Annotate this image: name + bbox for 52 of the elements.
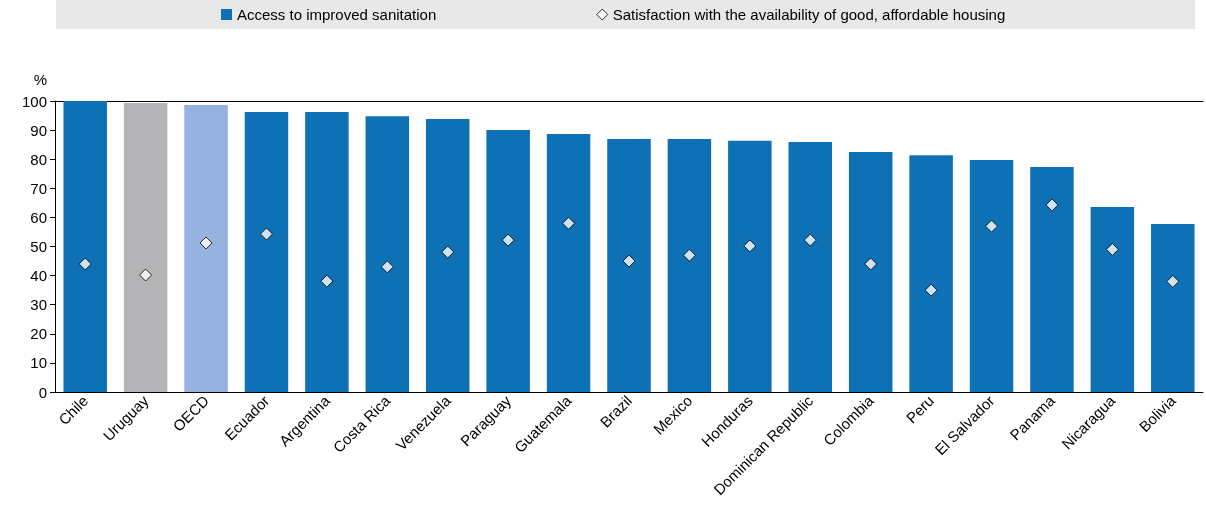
y-tick-label: 100	[21, 92, 47, 110]
y-axis-title: %	[33, 71, 47, 88]
point	[562, 216, 576, 230]
bar	[1030, 167, 1074, 392]
bar	[788, 142, 833, 392]
point	[1045, 198, 1059, 212]
bar	[728, 140, 772, 392]
bar	[667, 139, 712, 392]
point	[501, 233, 515, 247]
bar	[546, 133, 591, 392]
legend-label: Satisfaction with the availability of good, affordable housing	[612, 6, 1006, 23]
bar	[969, 160, 1014, 392]
bar	[365, 116, 410, 392]
bar	[184, 105, 228, 392]
point	[1105, 242, 1119, 256]
y-tick-label: 10	[30, 354, 47, 372]
y-tick-label: 60	[30, 208, 47, 226]
y-tick-label: 40	[30, 267, 47, 285]
point	[682, 248, 696, 262]
point	[199, 236, 213, 250]
y-tick-label: 0	[38, 383, 47, 401]
bar	[909, 155, 953, 392]
bar	[1090, 206, 1135, 392]
bar	[607, 139, 651, 392]
point	[924, 283, 938, 297]
bar	[425, 119, 470, 392]
y-tick-label: 80	[30, 150, 47, 168]
y-tick-label: 50	[30, 238, 47, 255]
point	[803, 233, 817, 247]
point	[441, 245, 455, 259]
bar	[63, 101, 107, 392]
point	[139, 268, 153, 282]
legend-label: Access to improved sanitation	[237, 6, 437, 23]
point	[622, 254, 636, 268]
point	[78, 257, 92, 271]
y-tick-label: 90	[30, 121, 47, 139]
point	[864, 257, 878, 271]
point	[985, 219, 999, 233]
y-tick-label: 30	[30, 296, 47, 314]
bar	[244, 112, 289, 392]
point	[320, 274, 334, 288]
point	[380, 260, 394, 274]
bar	[848, 151, 893, 392]
bar	[1151, 224, 1195, 392]
y-tick-label: 20	[30, 325, 47, 343]
y-tick-label: 70	[30, 179, 47, 197]
bar	[123, 103, 168, 392]
point	[259, 227, 273, 241]
bar	[486, 130, 530, 392]
point	[1166, 274, 1180, 288]
point	[743, 239, 757, 253]
bar	[305, 112, 349, 392]
